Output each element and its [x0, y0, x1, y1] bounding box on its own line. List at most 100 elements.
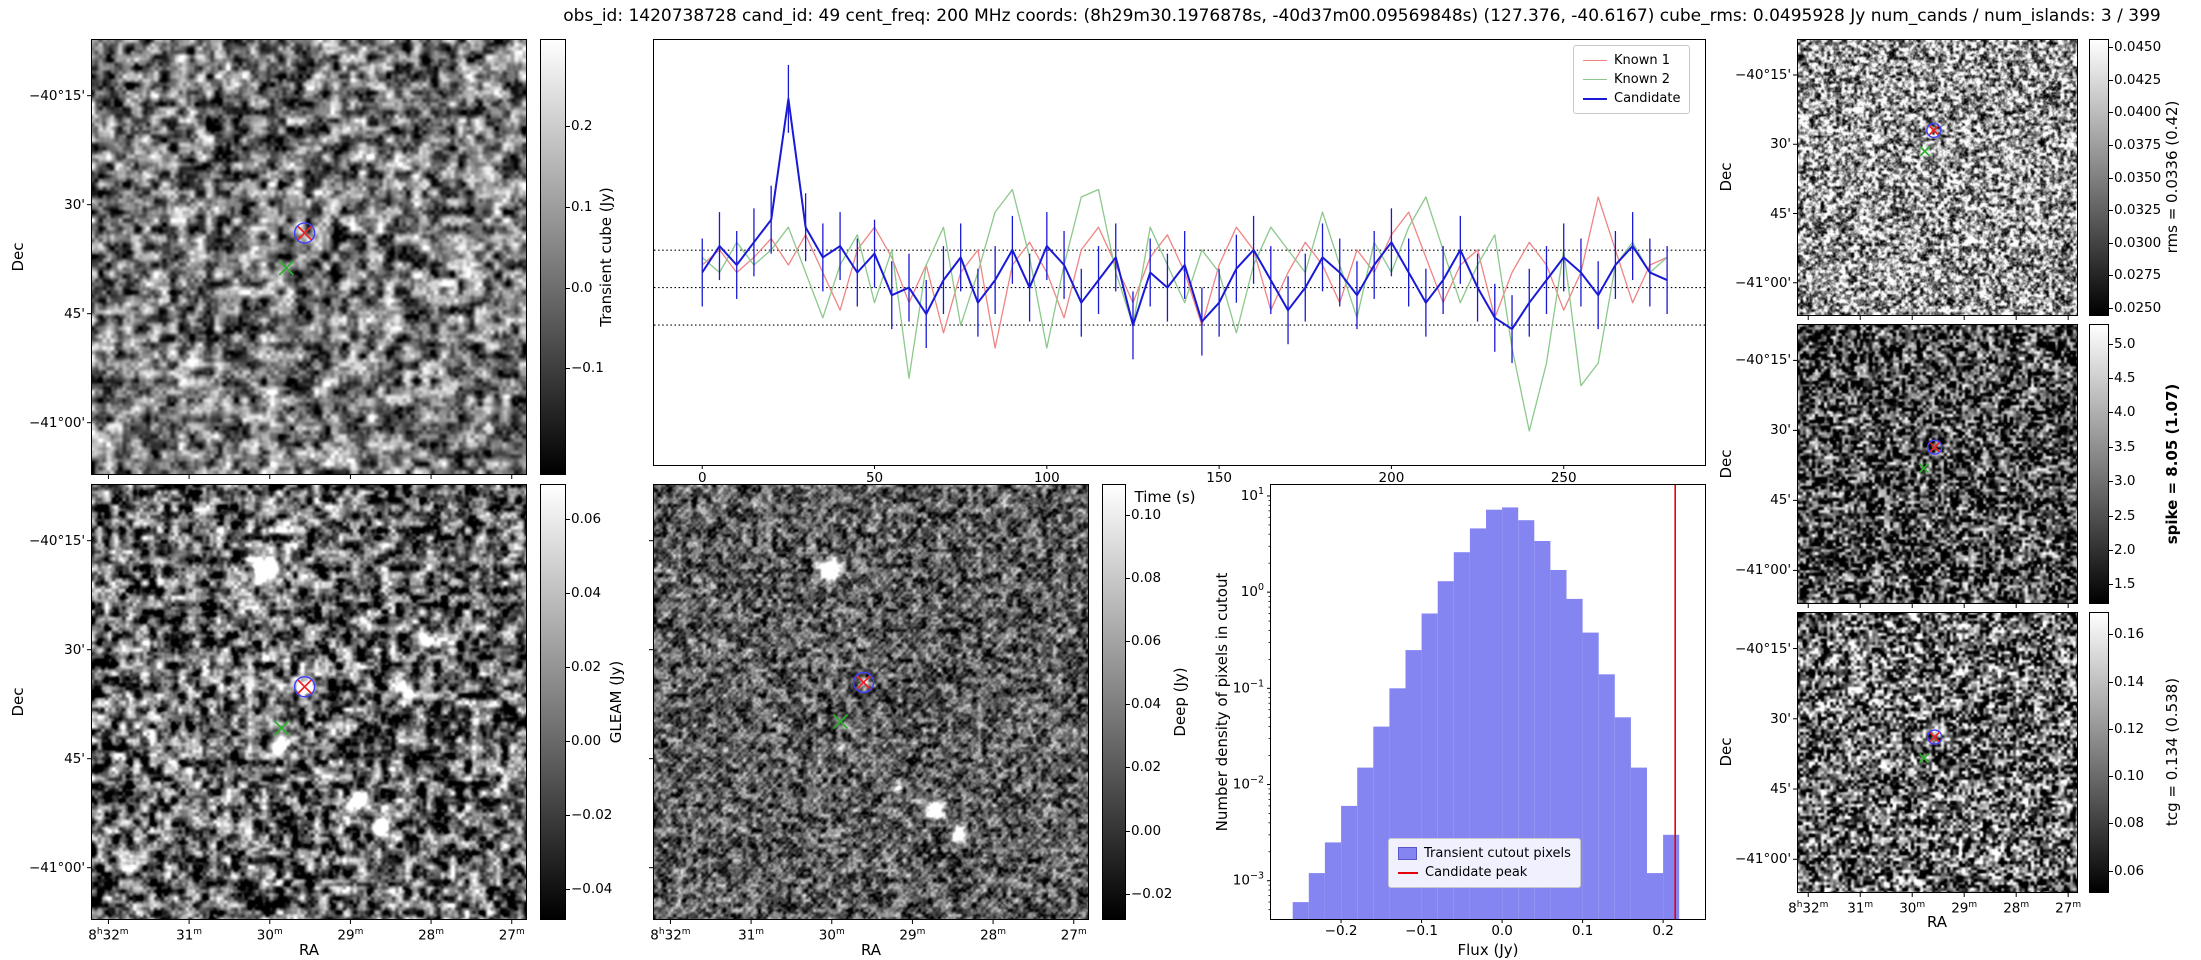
colorbar-tick: [2109, 144, 2113, 146]
gleam-colorbar-tick-label: 0.02: [571, 659, 602, 676]
dec-tick-label: −40°15': [1735, 352, 1792, 369]
legend-row-known2: Known 2: [1583, 70, 1680, 89]
ra-tick-label: 30m: [256, 927, 283, 944]
ra-tick-label: 8h32m: [1788, 900, 1829, 917]
deep-colorbar-label: Deep (Jy): [1171, 667, 1189, 737]
candidate-marker-icon: [297, 679, 313, 695]
colorbar-tick: [566, 206, 570, 208]
colorbar-tick: [566, 518, 570, 520]
ra-tick-label: 29m: [899, 927, 926, 944]
colorbar-tick: [1126, 640, 1130, 642]
spike-cutout-panel: [1793, 324, 2078, 608]
colorbar-tick: [2109, 210, 2113, 212]
gleam-cutout-panel: [87, 484, 527, 924]
deep-cutout-panel: [649, 484, 1089, 924]
rms-colorbar-tick-label: 0.0350: [2114, 169, 2162, 186]
colorbar-tick: [1126, 767, 1130, 769]
deep-noise-image: [654, 485, 1088, 919]
histogram-y-axis-label: Number density of pixels in cutout: [1213, 572, 1231, 832]
legend-row-known1: Known 1: [1583, 51, 1680, 70]
dec-tick-label: 45': [1770, 205, 1791, 222]
dec-tick-label: 45': [1770, 781, 1791, 798]
tcg-cutout-panel: [1793, 612, 2078, 897]
legend-label-cutout-pixels: Transient cutout pixels: [1424, 846, 1571, 861]
colorbar-tick: [566, 287, 570, 289]
candidate-line-swatch: [1583, 97, 1607, 100]
spike-colorbar-tick-label: 2.0: [2114, 541, 2136, 558]
flux-tick-label: −0.1: [1405, 923, 1438, 939]
colorbar-tick: [2109, 446, 2113, 448]
ra-tick-label: 27m: [1060, 927, 1087, 944]
colorbar-tick: [2109, 177, 2113, 179]
deep-colorbar-tick-label: 0.02: [1131, 759, 1162, 776]
known-source-marker-icon: [1918, 753, 1930, 764]
candidate-ring-icon: [1926, 439, 1943, 455]
lightcurve-panel: 0 50 100 150 200 250: [653, 39, 1706, 486]
colorbar-tick: [1126, 830, 1130, 832]
spike-colorbar-tick-label: 3.0: [2114, 473, 2136, 490]
known-source-marker-icon: [1919, 146, 1930, 157]
rms-colorbar-tick-label: 0.0300: [2114, 234, 2162, 251]
ra-tick-label: 28m: [980, 927, 1007, 944]
dec-axis-label: Dec: [1717, 449, 1735, 479]
colorbar-tick: [2109, 242, 2113, 244]
dec-axis-label: Dec: [9, 242, 27, 272]
candidate-ring-icon: [1926, 729, 1943, 745]
legend-label-known1: Known 1: [1614, 53, 1670, 68]
ra-tick-label: 30m: [818, 927, 845, 944]
ra-tick-label: 28m: [418, 927, 445, 944]
dec-tick-label: −40°15': [29, 87, 86, 104]
candidate-marker-icon: [1928, 125, 1939, 136]
histogram-legend: Transient cutout pixels Candidate peak: [1388, 838, 1581, 888]
colorbar-tick: [566, 889, 570, 891]
ra-tick-label: 27m: [498, 927, 525, 944]
gleam-colorbar-tick-label: −0.04: [571, 881, 613, 898]
known-source-marker-icon: [273, 720, 290, 736]
known2-line-swatch: [1583, 79, 1607, 80]
deep-colorbar-tick-label: −0.02: [1131, 885, 1173, 902]
tcg-colorbar-tick-label: 0.06: [2114, 862, 2145, 879]
flux-tick-label: 0.0: [1491, 923, 1512, 939]
ra-tick-label: 31m: [738, 927, 765, 944]
flux-tick-label: 0.1: [1572, 923, 1593, 939]
deep-colorbar-tick-label: 0.08: [1131, 569, 1162, 586]
ra-tick-label: 29m: [337, 927, 364, 944]
colorbar-tick: [2109, 307, 2113, 309]
colorbar-tick: [1126, 514, 1130, 516]
gleam-colorbar-tick-label: 0.04: [571, 585, 602, 601]
density-tick-label: 10−3: [1233, 871, 1264, 889]
dec-tick-label: 30': [1770, 710, 1791, 727]
density-tick-label: 100: [1241, 582, 1264, 600]
dec-tick-label: 45': [64, 750, 85, 767]
time-tick-label: 0: [698, 470, 707, 486]
dec-tick-label: 30': [64, 641, 85, 658]
deep-marker-overlay: [649, 540, 1075, 924]
transient-colorbar: [540, 39, 566, 475]
spike-colorbar-tick-label: 4.5: [2114, 370, 2136, 387]
flux-axis-label: Flux (Jy): [1457, 941, 1519, 959]
candidate-ring-icon: [293, 222, 316, 244]
legend-label-known2: Known 2: [1614, 72, 1670, 87]
known-source-marker-icon: [1918, 463, 1930, 474]
colorbar-tick: [2109, 549, 2113, 551]
candidate-ring-icon: [293, 676, 316, 698]
legend-label-candidate: Candidate: [1614, 91, 1681, 106]
rms-noise-image: [1798, 40, 2077, 315]
rms-cutout-panel: [1793, 39, 2078, 320]
time-axis-label: Time (s): [1134, 488, 1196, 506]
candidate-ring-icon: [852, 671, 875, 694]
tcg-colorbar-tick-label: 0.14: [2114, 673, 2145, 690]
transient-colorbar-tick-label: 0.2: [571, 118, 593, 135]
colorbar-tick: [2109, 681, 2113, 683]
dec-tick-label: −41°00': [1735, 851, 1792, 868]
dec-tick-label: −40°15': [1735, 640, 1792, 657]
candidate-marker-icon: [855, 674, 872, 690]
deep-colorbar-tick-label: 0.00: [1131, 822, 1162, 839]
colorbar-tick: [2109, 481, 2113, 483]
rms-marker-overlay: [1793, 74, 2069, 320]
colorbar-tick: [566, 741, 570, 743]
colorbar-tick: [2109, 412, 2113, 414]
spike-colorbar-label: spike = 8.05 (1.07): [2163, 383, 2181, 545]
ra-tick-label: 29m: [1951, 900, 1978, 917]
